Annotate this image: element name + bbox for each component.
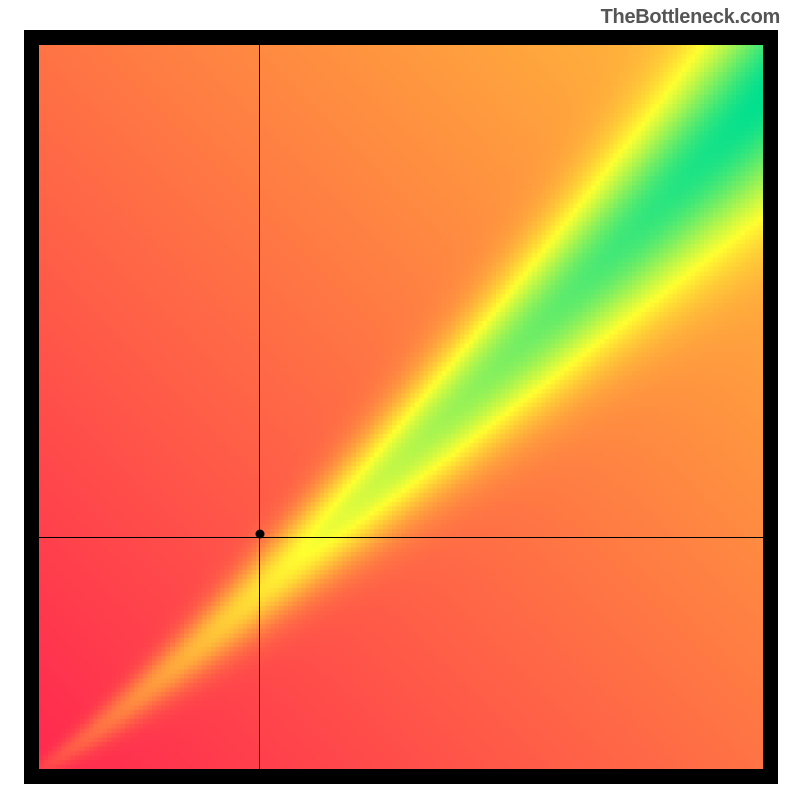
crosshair-horizontal <box>39 537 763 538</box>
watermark-text: TheBottleneck.com <box>601 6 780 29</box>
heatmap-canvas <box>39 45 763 769</box>
marker-dot <box>255 529 264 538</box>
chart-frame <box>24 30 778 784</box>
crosshair-vertical <box>259 45 260 769</box>
heatmap-plot <box>39 45 763 769</box>
